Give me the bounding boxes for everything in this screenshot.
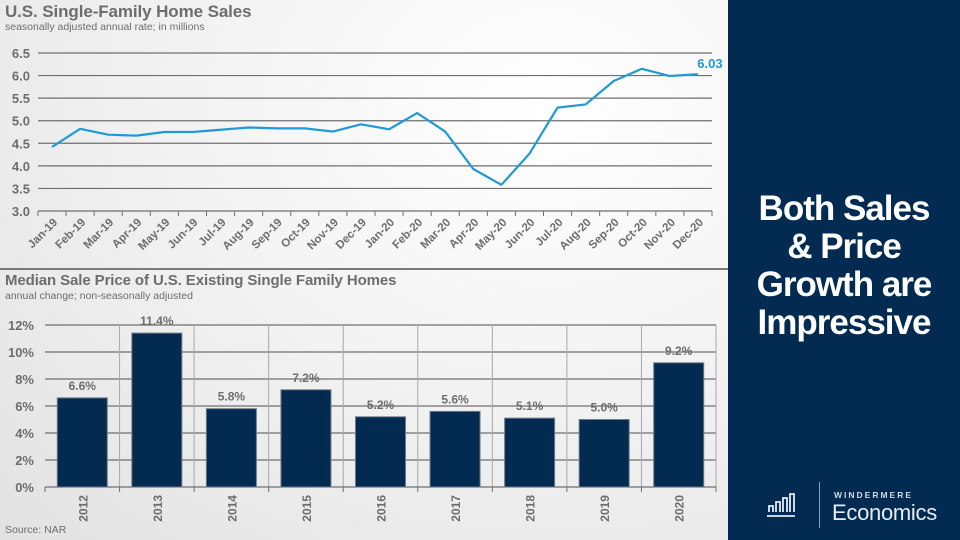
y-tick-label: 12% bbox=[8, 318, 34, 333]
windermere-economics-logo: WINDERMERE Economics bbox=[762, 482, 942, 528]
logo-name: Economics bbox=[832, 500, 937, 525]
bar bbox=[355, 416, 406, 488]
x-tick-label: 2016 bbox=[375, 495, 389, 522]
bar-value-label: 6.6% bbox=[69, 379, 97, 393]
bar bbox=[205, 408, 257, 488]
sales-line bbox=[51, 67, 699, 186]
x-tick-label: 2020 bbox=[673, 495, 687, 522]
line-chart-title: U.S. Single-Family Home Sales bbox=[5, 2, 252, 21]
y-tick-label: 4.0 bbox=[12, 159, 30, 174]
chart-divider bbox=[0, 268, 728, 270]
y-tick-label: 6.0 bbox=[12, 69, 30, 84]
headline-line: Impressive bbox=[757, 303, 932, 342]
logo-brand: WINDERMERE bbox=[834, 490, 914, 500]
y-tick-label: 10% bbox=[8, 345, 34, 360]
line-chart-subtitle: seasonally adjusted annual rate; in mill… bbox=[5, 21, 205, 33]
x-tick-label: 2017 bbox=[449, 495, 463, 522]
y-tick-label: 4% bbox=[15, 426, 34, 441]
bar bbox=[280, 389, 332, 488]
bar-value-label: 9.2% bbox=[665, 344, 693, 358]
y-tick-label: 8% bbox=[15, 372, 34, 387]
x-tick-label: 2014 bbox=[225, 495, 239, 522]
bar-value-label: 5.0% bbox=[590, 401, 618, 415]
x-tick-label: 2015 bbox=[300, 495, 314, 522]
bar-chart-title: Median Sale Price of U.S. Existing Singl… bbox=[5, 272, 397, 289]
bar-chart: 0% 2% 4% 6% 8% 10% 12% 6.6% 2012 11.4% 2013 5.8% 201… bbox=[8, 314, 717, 522]
x-tick-label: 2018 bbox=[524, 495, 538, 522]
bar-value-label: 7.2% bbox=[292, 371, 320, 385]
bar bbox=[429, 410, 481, 488]
bar bbox=[578, 419, 630, 488]
bar bbox=[131, 332, 183, 488]
bar-value-label: 5.8% bbox=[218, 390, 246, 404]
bar-value-label: 11.4% bbox=[140, 314, 174, 328]
bar-value-label: 5.2% bbox=[367, 398, 395, 412]
source-note: Source: NAR bbox=[5, 524, 67, 536]
bar bbox=[56, 397, 108, 488]
y-tick-label: 6.5 bbox=[12, 46, 30, 61]
y-tick-label: 0% bbox=[15, 480, 34, 495]
y-tick-label: 5.5 bbox=[12, 91, 30, 106]
headline-line: Both Sales bbox=[758, 189, 931, 228]
x-tick-label: 2012 bbox=[76, 495, 90, 522]
y-tick-label: 3.5 bbox=[12, 181, 30, 196]
last-value-label: 6.03 bbox=[697, 56, 722, 71]
bar bbox=[653, 362, 705, 488]
headline: Both Sales & Price Growth are Impressive bbox=[728, 190, 960, 342]
y-tick-label: 2% bbox=[15, 453, 34, 468]
y-tick-label: 6% bbox=[15, 399, 34, 414]
side-panel bbox=[728, 0, 960, 540]
line-chart: 3.03.54.04.55.05.56.06.5Jan-19Feb-19Mar-… bbox=[12, 46, 723, 253]
y-tick-label: 4.5 bbox=[12, 136, 30, 151]
y-tick-label: 5.0 bbox=[12, 114, 30, 129]
y-tick-label: 3.0 bbox=[12, 204, 30, 219]
bar bbox=[504, 417, 556, 488]
headline-line: Growth are bbox=[756, 265, 933, 304]
bar-chart-subtitle: annual change; non-seasonally adjusted bbox=[5, 290, 193, 302]
bar-chart-logo-icon bbox=[767, 493, 795, 517]
bar-value-label: 5.6% bbox=[441, 392, 469, 406]
headline-line: & Price bbox=[787, 227, 902, 266]
x-tick-label: 2019 bbox=[598, 495, 612, 522]
bar-value-label: 5.1% bbox=[516, 399, 544, 413]
logo-separator bbox=[819, 482, 820, 528]
x-tick-label: 2013 bbox=[151, 495, 165, 522]
